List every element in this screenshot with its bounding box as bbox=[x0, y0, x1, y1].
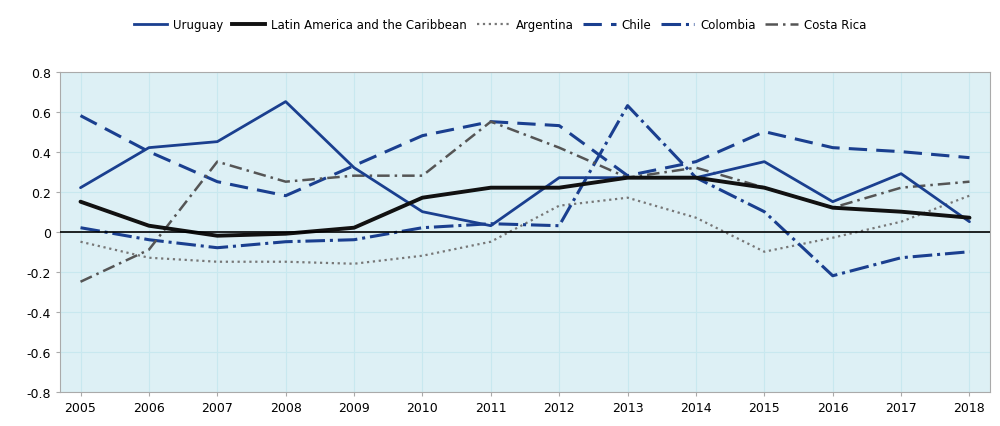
Legend: Uruguay, Latin America and the Caribbean, Argentina, Chile, Colombia, Costa Rica: Uruguay, Latin America and the Caribbean… bbox=[130, 15, 870, 36]
